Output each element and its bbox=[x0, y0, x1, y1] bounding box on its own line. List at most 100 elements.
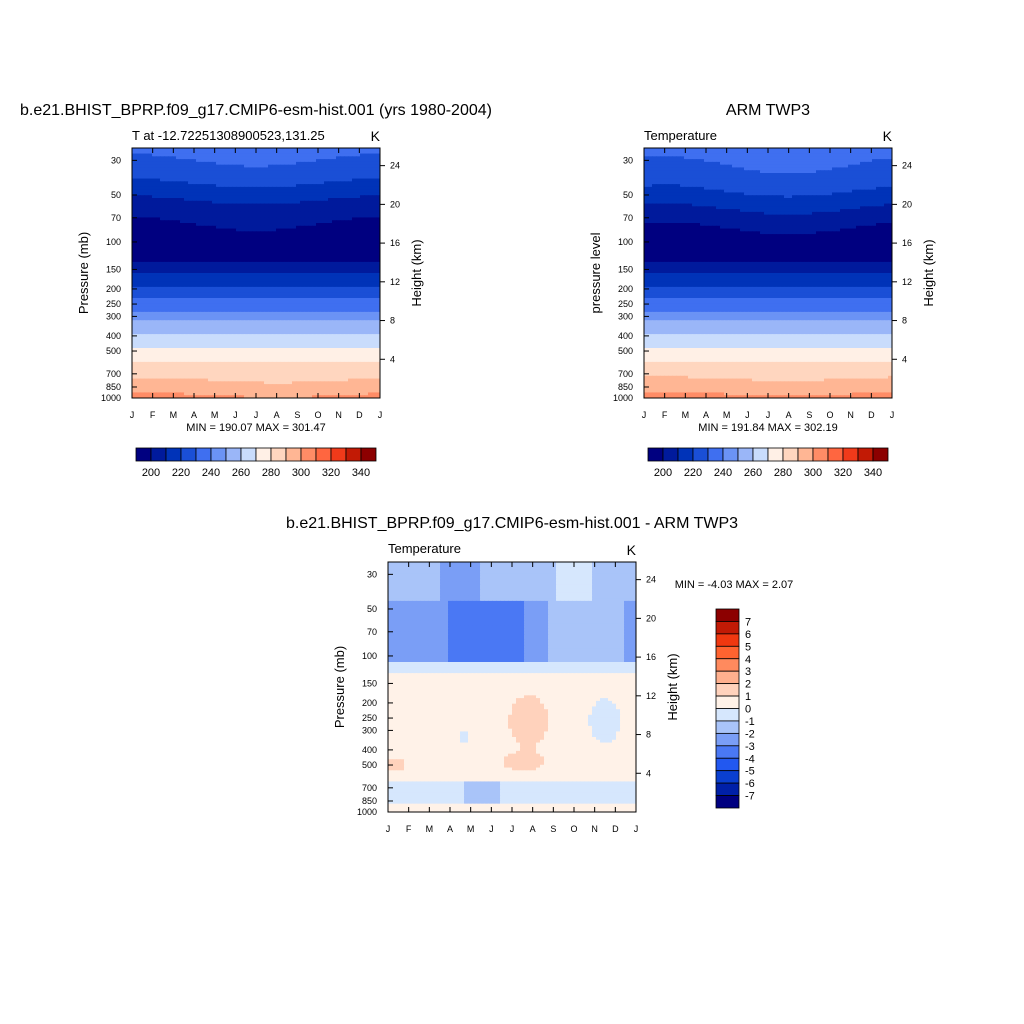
contour-cell bbox=[292, 223, 297, 227]
contour-cell bbox=[224, 206, 229, 210]
contour-cell bbox=[140, 284, 145, 288]
contour-cell bbox=[184, 150, 189, 155]
contour-cell bbox=[304, 264, 309, 269]
contour-cell bbox=[256, 261, 261, 266]
contour-cell bbox=[212, 267, 217, 271]
contour-cell bbox=[336, 200, 341, 205]
contour-cell bbox=[352, 234, 357, 238]
contour-cell bbox=[316, 306, 321, 310]
contour-cell bbox=[236, 295, 241, 299]
contour-cell bbox=[268, 281, 273, 285]
contour-cell bbox=[348, 203, 353, 207]
contour-cell bbox=[276, 325, 281, 330]
contour-cell bbox=[192, 250, 197, 255]
contour-cell bbox=[272, 295, 277, 299]
contour-cell bbox=[196, 284, 201, 288]
contour-cell bbox=[220, 350, 225, 355]
contour-cell bbox=[220, 303, 225, 307]
contour-cell bbox=[136, 334, 141, 338]
contour-cell bbox=[364, 231, 369, 235]
contour-cell bbox=[148, 195, 153, 199]
contour-cell bbox=[136, 159, 141, 163]
contour-cell bbox=[180, 328, 185, 332]
contour-cell bbox=[176, 239, 181, 244]
contour-cell bbox=[348, 348, 353, 352]
contour-cell bbox=[264, 217, 269, 221]
contour-cell bbox=[364, 150, 369, 155]
contour-cell bbox=[140, 195, 145, 199]
contour-cell bbox=[156, 175, 161, 180]
contour-cell bbox=[176, 286, 181, 291]
contour-cell bbox=[324, 339, 329, 344]
contour-cell bbox=[212, 253, 217, 257]
contour-cell bbox=[216, 303, 221, 307]
contour-cell bbox=[212, 256, 217, 260]
contour-cell bbox=[312, 367, 317, 371]
contour-cell bbox=[356, 284, 361, 288]
contour-cell bbox=[176, 317, 181, 321]
contour-cell bbox=[176, 264, 181, 269]
contour-cell bbox=[364, 198, 369, 202]
contour-cell bbox=[168, 320, 173, 324]
contour-cell bbox=[212, 181, 217, 185]
contour-cell bbox=[264, 328, 269, 332]
contour-cell bbox=[276, 200, 281, 205]
contour-cell bbox=[292, 281, 297, 285]
contour-cell bbox=[156, 217, 161, 221]
contour-cell bbox=[264, 345, 269, 349]
contour-cell bbox=[336, 320, 341, 324]
contour-cell bbox=[356, 195, 361, 199]
contour-cell bbox=[280, 250, 285, 255]
contour-cell bbox=[164, 170, 169, 174]
contour-cell bbox=[376, 186, 380, 191]
contour-cell bbox=[224, 350, 229, 355]
contour-cell bbox=[140, 361, 145, 366]
contour-cell bbox=[264, 317, 269, 321]
contour-cell bbox=[236, 250, 241, 255]
contour-cell bbox=[276, 259, 281, 263]
contour-cell bbox=[324, 323, 329, 327]
contour-cell bbox=[332, 286, 337, 291]
contour-cell bbox=[268, 245, 273, 249]
contour-cell bbox=[240, 148, 245, 152]
contour-cell bbox=[164, 367, 169, 371]
contour-cell bbox=[304, 173, 309, 177]
contour-cell bbox=[364, 334, 369, 338]
contour-cell bbox=[372, 153, 377, 157]
contour-cell bbox=[248, 292, 253, 296]
contour-cell bbox=[232, 278, 237, 282]
contour-cell bbox=[180, 153, 185, 157]
contour-cell bbox=[196, 192, 201, 196]
contour-cell bbox=[264, 173, 269, 177]
contour-cell bbox=[176, 325, 181, 330]
contour-cell bbox=[220, 342, 225, 346]
contour-cell bbox=[340, 156, 345, 160]
contour-cell bbox=[360, 275, 365, 280]
contour-cell bbox=[208, 345, 213, 349]
contour-cell bbox=[184, 161, 189, 166]
contour-cell bbox=[208, 175, 213, 180]
contour-cell bbox=[200, 370, 205, 374]
contour-cell bbox=[324, 364, 329, 369]
contour-cell bbox=[216, 245, 221, 249]
contour-cell bbox=[336, 317, 341, 321]
contour-cell bbox=[304, 178, 309, 182]
contour-cell bbox=[212, 353, 217, 357]
contour-cell bbox=[196, 170, 201, 174]
contour-cell bbox=[256, 209, 261, 213]
contour-cell bbox=[264, 359, 269, 363]
contour-cell bbox=[220, 223, 225, 227]
contour-cell bbox=[220, 259, 225, 263]
contour-cell bbox=[256, 159, 261, 163]
contour-cell bbox=[308, 325, 313, 330]
contour-cell bbox=[332, 356, 337, 360]
contour-cell bbox=[260, 248, 265, 252]
contour-cell bbox=[300, 225, 305, 230]
contour-cell bbox=[356, 292, 361, 296]
contour-cell bbox=[268, 150, 273, 155]
contour-cell bbox=[180, 200, 185, 205]
contour-cell bbox=[188, 164, 193, 169]
contour-cell bbox=[360, 306, 365, 310]
contour-cell bbox=[344, 361, 349, 366]
contour-cell bbox=[172, 356, 177, 360]
